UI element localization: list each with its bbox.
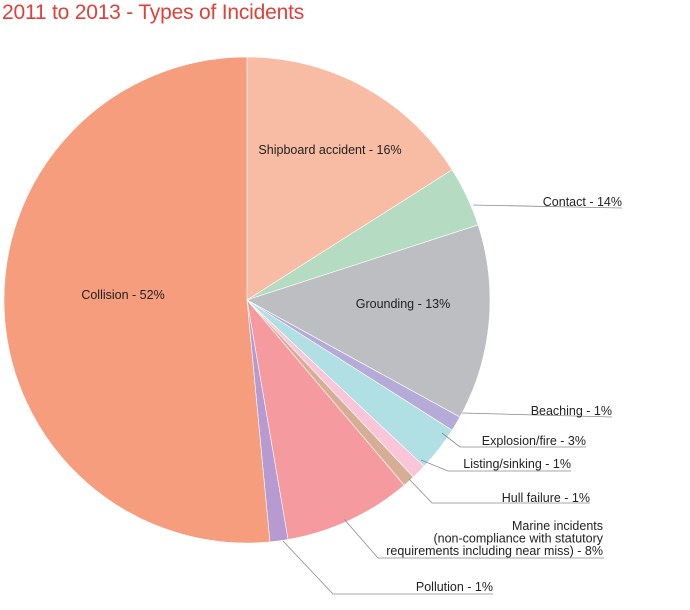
pie-slices <box>3 56 491 544</box>
slice-label-collision: Collision - 52% <box>81 288 164 302</box>
leader-line-contact <box>472 204 623 209</box>
slice-label-explosion-fire: Explosion/fire - 3% <box>482 434 586 448</box>
slice-label-line: (non-compliance with statutory <box>433 532 603 546</box>
slice-label-contact: Contact - 14% <box>543 195 622 209</box>
pie-slice-marine-incidents <box>246 298 405 540</box>
leader-line-hull-failure <box>408 478 590 504</box>
slice-label-listing-sinking: Listing/sinking - 1% <box>463 457 571 471</box>
leader-line-pollution <box>282 540 493 595</box>
slice-label-grounding: Grounding - 13% <box>356 297 451 311</box>
pie-slice-collision <box>3 56 271 544</box>
pie-slice-shipboard-accident <box>246 56 453 301</box>
chart-title: 2011 to 2013 - Types of Incidents <box>2 1 305 24</box>
slice-label-shipboard-accident: Shipboard accident - 16% <box>258 143 401 157</box>
slice-label-marine-incidents: Marine incidents (non-compliance with sta… <box>386 519 604 558</box>
leader-line-listing-sinking <box>420 459 571 472</box>
leader-lines <box>282 204 623 595</box>
slice-label-pollution: Pollution - 1% <box>416 580 493 594</box>
leader-line-beaching <box>461 412 613 418</box>
pie-slice-grounding <box>246 224 491 418</box>
slice-label-line: Marine incidents <box>512 519 603 533</box>
slice-label-beaching: Beaching - 1% <box>531 404 612 418</box>
leader-line-marine-incidents <box>343 518 604 559</box>
leader-line-explosion-fire <box>441 432 586 448</box>
slice-label-hull-failure: Hull failure - 1% <box>502 491 590 505</box>
slice-label-line: requirements including near miss) - 8% <box>386 544 603 558</box>
slice-labels: Shipboard accident - 16% Contact - 14% Gro… <box>81 143 622 594</box>
